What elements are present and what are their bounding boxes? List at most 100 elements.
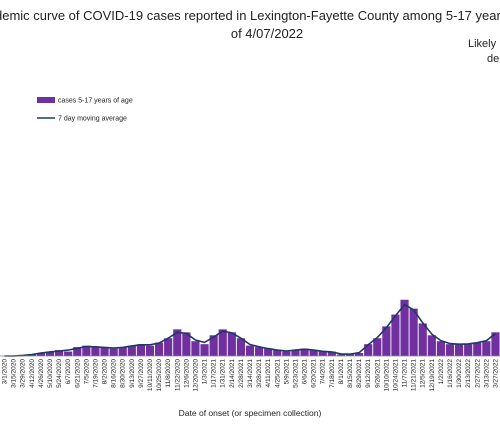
bar (273, 350, 282, 356)
x-tick-label: 4/11/2021 (265, 359, 272, 388)
bar (355, 353, 364, 356)
bar (436, 341, 445, 356)
x-tick-label: 4/26/2020 (38, 359, 45, 388)
x-tick-label: 6/20/2021 (311, 359, 318, 388)
bar (45, 351, 55, 356)
x-tick-label: 8/1/2021 (338, 359, 345, 385)
bar (100, 347, 109, 356)
bar (455, 344, 464, 356)
bar (55, 350, 64, 356)
x-tick-label: 10/11/2020 (147, 359, 154, 391)
x-axis-label: Date of onset (or specimen collection) (179, 408, 322, 418)
x-tick-label: 9/26/2021 (374, 359, 381, 388)
x-tick-label: 12/20/2020 (192, 359, 199, 392)
bar (145, 345, 155, 356)
x-tick-label: 5/10/2020 (47, 359, 54, 388)
x-tick-label: 3/15/2020 (11, 359, 18, 388)
bar (109, 348, 118, 356)
bar (218, 329, 227, 356)
x-tick-label: 12/5/2021 (420, 359, 427, 388)
x-tick-label: 3/1/2020 (2, 359, 9, 385)
bar (73, 347, 82, 356)
bar (155, 342, 164, 356)
x-tick-label: 2/27/2022 (474, 359, 481, 388)
x-tick-label: 8/30/2020 (120, 359, 127, 388)
bar (236, 338, 245, 356)
bar (64, 351, 73, 356)
bar (164, 338, 173, 356)
bar (91, 347, 100, 356)
moving-average-line (4, 303, 496, 357)
x-tick-label: 11/7/2021 (402, 359, 409, 388)
x-tick-label: 5/23/2021 (292, 359, 299, 388)
chart-subtitle: of 4/07/2022 (231, 26, 303, 41)
bar (264, 348, 273, 356)
legend-label: cases 5-17 years of age (58, 98, 133, 105)
annotation: de (487, 53, 499, 65)
bar (300, 348, 309, 356)
x-tick-label: 8/16/2020 (111, 359, 118, 388)
bar (82, 345, 91, 356)
x-tick-label: 5/24/2020 (56, 359, 63, 388)
x-tick-label: 6/21/2020 (74, 359, 81, 388)
bar (336, 354, 345, 356)
bar (400, 299, 409, 356)
bar (255, 347, 264, 356)
x-tick-label: 10/25/2020 (156, 359, 163, 392)
bar (482, 341, 491, 356)
bar (173, 329, 182, 356)
bar (182, 332, 191, 356)
x-tick-label: 11/8/2020 (165, 359, 172, 388)
bar (382, 326, 391, 356)
x-tick-label: 3/13/2022 (483, 359, 490, 388)
x-tick-label: 12/6/2020 (183, 359, 190, 388)
bar (418, 323, 427, 356)
bar (227, 332, 236, 356)
bar (345, 354, 355, 356)
x-tick-label: 3/27/2022 (492, 359, 499, 388)
x-tick-label: 9/12/2021 (365, 359, 372, 388)
plot-area: 3/1/2020 3/15/2020 3/29/2020 4/12/2020 4/26/… (0, 299, 500, 392)
x-tick-label: 4/25/2021 (274, 359, 281, 388)
bar (327, 351, 336, 356)
legend-label: 7 day moving average (58, 116, 127, 123)
bar (373, 338, 382, 356)
bar (445, 344, 455, 356)
bar (409, 308, 418, 356)
x-tick-label: 5/9/2021 (283, 359, 290, 385)
x-tick-label: 8/15/2021 (347, 359, 354, 388)
bar (391, 314, 400, 356)
x-tick-label: 3/28/2021 (256, 359, 263, 388)
x-tick-label: 8/2/2020 (102, 359, 109, 385)
x-tick-label: 11/21/2021 (411, 359, 418, 391)
x-tick-label: 6/7/2020 (65, 359, 72, 385)
bar (282, 351, 291, 356)
bar (427, 335, 436, 356)
bar (473, 342, 482, 356)
x-tick-label: 11/22/2020 (174, 359, 181, 391)
x-tick-label: 7/19/2020 (92, 359, 99, 388)
bar (464, 344, 473, 356)
x-tick-label: 3/14/2021 (247, 359, 254, 388)
bar (209, 335, 218, 356)
legend: cases 5-17 years of age 7 day moving aver… (37, 97, 133, 123)
bar (245, 345, 255, 356)
x-tick-label: 12/19/2021 (429, 359, 436, 392)
x-tick-label: 9/27/2020 (138, 359, 145, 388)
bar (309, 350, 318, 356)
x-tick-label: 1/2/2022 (438, 359, 445, 385)
x-tick-label: 2/13/2022 (465, 359, 472, 388)
x-tick-label: 4/12/2020 (29, 359, 36, 388)
x-tick-label: 7/18/2021 (329, 359, 336, 388)
x-tick-label: 10/24/2021 (392, 359, 399, 392)
bar (291, 350, 300, 356)
bar (118, 347, 127, 356)
bar (364, 344, 373, 356)
legend-swatch (37, 97, 55, 103)
x-tick-label: 2/28/2021 (238, 359, 245, 388)
x-tick-label: 1/17/2021 (211, 359, 218, 388)
bar (191, 341, 200, 356)
x-tick-label: 10/10/2021 (383, 359, 390, 392)
